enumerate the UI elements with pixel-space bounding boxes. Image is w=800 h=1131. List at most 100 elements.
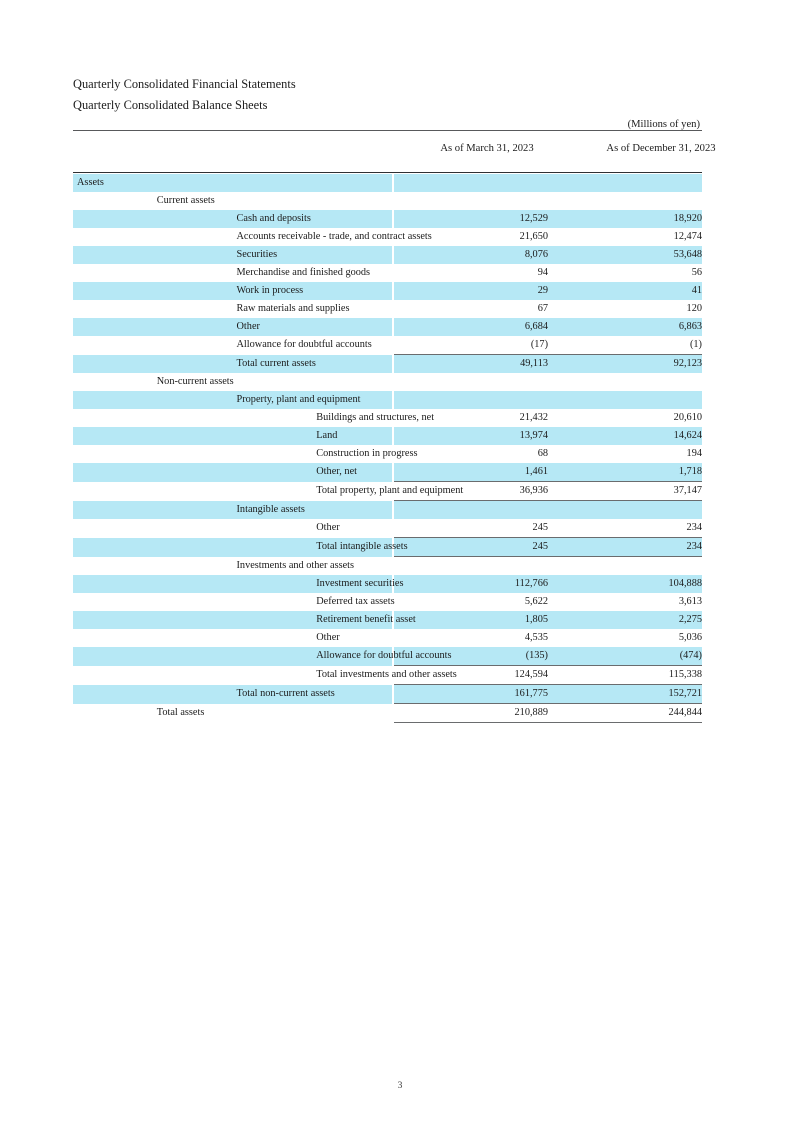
row-indent-cell [73, 264, 153, 282]
row-label: Assets [73, 174, 392, 192]
table-row: Other 4,535 5,036 [73, 629, 702, 647]
value-prior-period: 124,594 [394, 665, 548, 685]
column-header-current: As of December 31, 2023 [606, 143, 716, 154]
table-row: Total property, plant and equipment 36,93… [73, 481, 702, 501]
value-text: 5,622 [524, 596, 548, 607]
column-gutter [392, 593, 394, 611]
value-text: 41 [691, 285, 702, 296]
column-gutter [392, 537, 394, 557]
row-label-text: Merchandise and finished goods [236, 267, 371, 278]
row-indent-cell [152, 647, 233, 666]
row-indent-cell [73, 629, 153, 647]
value-text: 8,076 [524, 249, 548, 260]
table-row: Land 13,974 14,624 [73, 427, 702, 445]
value-current-period: 41 [548, 282, 702, 300]
column-gutter [392, 703, 394, 723]
value-prior-period [394, 174, 548, 192]
value-current-period [548, 500, 702, 519]
value-current-period: (1) [548, 336, 702, 355]
table-row: Deferred tax assets 5,622 3,613 [73, 593, 702, 611]
value-current-period [548, 373, 702, 391]
column-gutter [392, 481, 394, 501]
value-current-period: 18,920 [548, 210, 702, 228]
value-prior-period: 49,113 [394, 354, 548, 373]
row-indent-cell [73, 246, 153, 264]
table-row: Other, net 1,461 1,718 [73, 463, 702, 482]
row-label-text: Other, net [316, 466, 358, 478]
value-current-period: 5,036 [548, 629, 702, 647]
table-row: Current assets [73, 192, 702, 210]
column-gutter [392, 210, 394, 228]
row-indent-cell [73, 228, 153, 246]
unit-note-wrap: (Millions of yen) [73, 114, 702, 132]
row-indent-cell [152, 228, 233, 246]
value-prior-period: 245 [394, 519, 548, 538]
value-text: 210,889 [514, 707, 548, 718]
row-label-text: Construction in progress [316, 448, 418, 459]
value-text: 234 [686, 541, 702, 552]
column-gutter [392, 665, 394, 685]
column-gutter [392, 192, 394, 210]
column-gutter [392, 264, 394, 282]
row-indent-cell [152, 264, 233, 282]
value-current-period: 120 [548, 300, 702, 318]
table-row: Other 6,684 6,863 [73, 318, 702, 336]
value-text: 20,610 [673, 412, 702, 423]
row-label-text: Total investments and other assets [316, 669, 457, 680]
value-text: 161,775 [514, 688, 548, 699]
value-text: 36,936 [519, 485, 548, 496]
value-text: (1) [689, 339, 702, 350]
table-row: Total intangible assets 245 234 [73, 537, 702, 557]
value-text: 68 [537, 448, 548, 459]
value-current-period: 1,718 [548, 463, 702, 482]
value-text: 115,338 [668, 669, 702, 680]
value-prior-period: 161,775 [394, 684, 548, 704]
value-text: 12,474 [673, 231, 702, 242]
value-current-period [548, 391, 702, 409]
row-indent-cell [73, 481, 153, 501]
value-prior-period: 112,766 [394, 575, 548, 593]
header-rule-bottom [73, 172, 702, 173]
table-row: Buildings and structures, net 21,432 20,61… [73, 409, 702, 427]
column-gutter [392, 228, 394, 246]
row-label-text: Deferred tax assets [316, 596, 395, 607]
row-indent-cell [232, 665, 313, 685]
row-indent-cell [232, 593, 313, 611]
value-prior-period: 21,650 [394, 228, 548, 246]
value-current-period: (474) [548, 647, 702, 666]
row-indent-cell [73, 373, 153, 391]
row-label-text: Investments and other assets [236, 559, 355, 571]
column-gutter [392, 463, 394, 482]
row-label-text: Non-current assets [156, 376, 234, 387]
value-current-period: 3,613 [548, 593, 702, 611]
row-label-text: Total current assets [236, 357, 316, 369]
row-indent-cell [73, 192, 153, 210]
row-indent-cell [152, 445, 233, 463]
row-indent-cell [152, 575, 233, 593]
row-label: Other [312, 629, 392, 647]
row-label: Current assets [152, 192, 392, 210]
value-prior-period: 36,936 [394, 481, 548, 501]
value-text: 1,805 [524, 614, 548, 625]
table-row: Total non-current assets 161,775 152,721 [73, 684, 702, 704]
row-label-text: Raw materials and supplies [236, 303, 350, 314]
row-label-text: Total property, plant and equipment [316, 485, 464, 496]
row-indent-cell [232, 611, 313, 629]
column-gutter [392, 373, 394, 391]
column-gutter [392, 684, 394, 704]
row-label: Other [232, 318, 392, 336]
value-prior-period: 8,076 [394, 246, 548, 264]
column-gutter [392, 575, 394, 593]
row-indent-cell [232, 445, 313, 463]
table-row: Cash and deposits 12,529 18,920 [73, 210, 702, 228]
column-gutter [392, 282, 394, 300]
row-label-text: Cash and deposits [236, 213, 311, 224]
value-text: 37,147 [673, 485, 702, 496]
row-indent-cell [73, 519, 153, 538]
row-indent-cell [73, 210, 153, 228]
column-gutter [392, 409, 394, 427]
value-current-period: 234 [548, 537, 702, 557]
column-gutter [392, 611, 394, 629]
row-label: Total property, plant and equipment [312, 481, 463, 501]
value-prior-period: 21,432 [394, 409, 548, 427]
